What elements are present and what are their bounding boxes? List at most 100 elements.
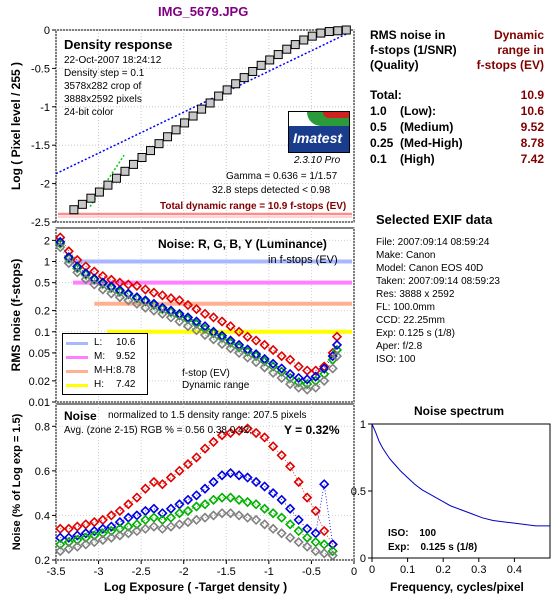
pct-point bbox=[259, 481, 270, 492]
pct-point bbox=[199, 512, 211, 523]
pct-point bbox=[285, 461, 296, 472]
legend-swatch bbox=[66, 370, 88, 373]
density-step-square bbox=[307, 31, 317, 41]
pct-point bbox=[276, 450, 287, 461]
fstop-point bbox=[131, 292, 143, 303]
pct-point bbox=[131, 519, 143, 530]
pct-point bbox=[89, 525, 100, 537]
density-step-square bbox=[137, 152, 147, 162]
fstop-point bbox=[293, 377, 304, 388]
legend-key: M: bbox=[94, 351, 106, 362]
imatest-logo: Imatest bbox=[288, 111, 350, 153]
fstop-point bbox=[80, 269, 91, 280]
fstop-point bbox=[63, 252, 74, 263]
fstop-point bbox=[97, 278, 108, 290]
pct-point bbox=[97, 528, 108, 539]
density-step-square bbox=[265, 55, 275, 65]
pct-point bbox=[191, 514, 202, 526]
spectrum-y-tick-label: 1 bbox=[360, 419, 366, 431]
density-step-square bbox=[163, 132, 173, 142]
pct-y-tick-label: 0.4 bbox=[35, 510, 50, 522]
rms-value: 10.6 bbox=[520, 104, 544, 118]
pct-point bbox=[72, 530, 83, 541]
fstop-point bbox=[106, 282, 117, 294]
spectrum-plot-frame bbox=[371, 423, 551, 559]
fstop-point bbox=[165, 312, 177, 323]
density-step-square bbox=[86, 193, 96, 203]
pct-series-line bbox=[60, 472, 334, 545]
pct-point bbox=[89, 537, 100, 548]
fstop-note: f-stop (EV) Dynamic range bbox=[182, 368, 249, 392]
density-step-square bbox=[214, 91, 224, 101]
fstop-point bbox=[182, 321, 194, 332]
fstop-point bbox=[148, 287, 160, 298]
rms-head-line: (Quality) bbox=[370, 58, 419, 72]
pct-point bbox=[293, 514, 304, 526]
density-step-square bbox=[197, 104, 207, 114]
exif-line: Exp: 0.125 s (1/8) bbox=[376, 328, 455, 339]
pct-x-tick-label: -0.5 bbox=[302, 566, 321, 578]
pct-point bbox=[148, 521, 160, 532]
fstop-ylabel: RMS noise (f-stops) bbox=[9, 259, 23, 372]
fstop-legend: L: 10.6 M: 9.52 M-H: 8.78 H: 7.42 bbox=[62, 333, 148, 395]
rms-value: 9.52 bbox=[520, 120, 544, 134]
fstop-point bbox=[310, 382, 321, 393]
fstop-point bbox=[319, 363, 330, 374]
spectrum-title: Noise spectrum bbox=[414, 404, 505, 418]
rms-row-medium: 0.5 (Medium) 9.52 bbox=[370, 120, 544, 136]
pct-point bbox=[114, 505, 125, 517]
fstop-point bbox=[259, 362, 270, 373]
pct-point bbox=[174, 519, 185, 530]
fstop-y-tick-label: 0.02 bbox=[29, 376, 50, 388]
fstop-point bbox=[225, 321, 236, 332]
pct-point bbox=[165, 472, 177, 483]
pct-point bbox=[182, 505, 194, 517]
fstop-point bbox=[216, 338, 228, 350]
rms-label: 1.0 bbox=[370, 104, 387, 118]
pct-point bbox=[242, 472, 253, 483]
avg-text: Avg. (zone 2-15) RGB % = 0.56 0.38 0.42; bbox=[64, 425, 252, 436]
fstop-series-line bbox=[59, 237, 338, 371]
pct-x-tick-label: -3.5 bbox=[47, 566, 66, 578]
density-step-square bbox=[341, 25, 351, 35]
pct-point bbox=[276, 512, 287, 523]
legend-swatch bbox=[66, 356, 88, 359]
pct-point bbox=[242, 512, 253, 523]
pct-point bbox=[191, 452, 202, 463]
density-step-square bbox=[94, 187, 104, 197]
fstop-point bbox=[157, 302, 168, 313]
pct-point bbox=[157, 523, 168, 534]
pct-point bbox=[267, 488, 279, 499]
normalized-text: normalized to 1.5 density range: 207.5 p… bbox=[108, 410, 307, 421]
pct-point bbox=[148, 476, 160, 488]
fstop-point bbox=[331, 350, 343, 362]
density-title: Density response bbox=[64, 37, 173, 52]
pct-point bbox=[233, 425, 245, 436]
fstop-point bbox=[310, 375, 321, 386]
pct-point bbox=[319, 479, 330, 490]
pct-point bbox=[293, 537, 304, 548]
y-noise-text: Y = 0.32% bbox=[284, 423, 340, 437]
pct-point bbox=[225, 492, 236, 503]
pct-point bbox=[208, 510, 219, 521]
fstop-point bbox=[331, 339, 343, 351]
fstop-point bbox=[199, 329, 211, 341]
pct-point bbox=[259, 503, 270, 514]
pct-point bbox=[63, 543, 74, 554]
legend-key: M-H: bbox=[94, 365, 116, 376]
density-y-tick-label: -2 bbox=[40, 179, 50, 191]
rms-head-line: RMS noise in bbox=[370, 28, 446, 42]
density-step-square bbox=[103, 180, 113, 190]
legend-value: 8.78 bbox=[116, 365, 136, 376]
dr-head-line: Dynamic bbox=[493, 28, 544, 42]
pct-y-tick-label: 0.8 bbox=[35, 421, 50, 433]
rms-value: 8.78 bbox=[520, 136, 544, 150]
legend-value: 7.42 bbox=[116, 379, 136, 390]
version-suffix: Pro bbox=[324, 155, 341, 166]
fstop-point bbox=[72, 261, 83, 272]
fstop-point bbox=[140, 302, 151, 313]
fstop-point bbox=[259, 339, 270, 351]
fstop-point bbox=[191, 303, 202, 315]
pct-point bbox=[80, 532, 91, 543]
density-info: 22-Oct-2007 18:24:12 Density step = 0.1 … bbox=[64, 54, 161, 119]
